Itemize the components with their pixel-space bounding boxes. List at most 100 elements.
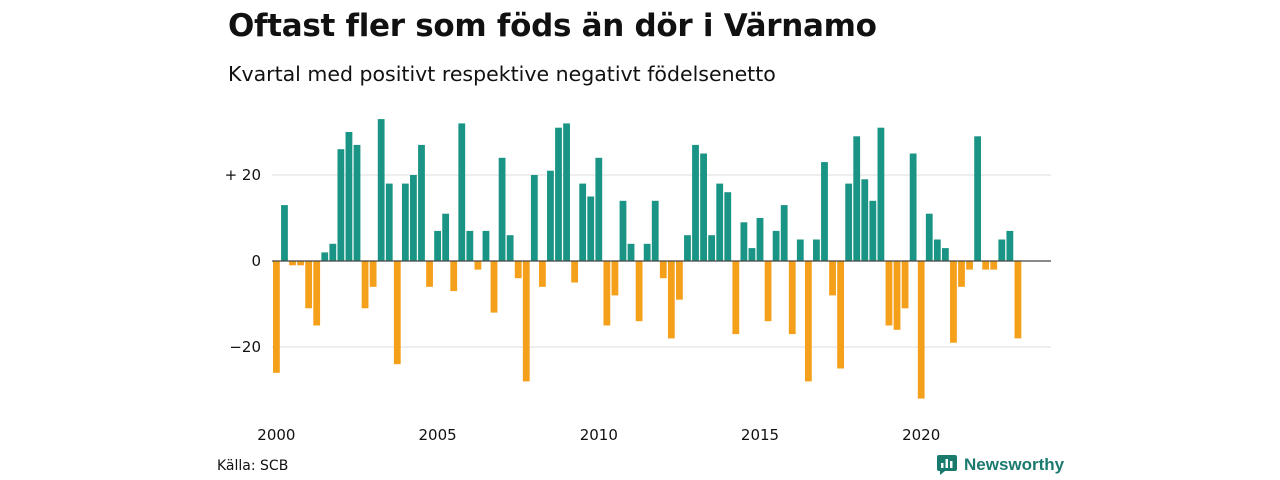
bar xyxy=(1014,261,1022,339)
chart-title: Oftast fler som föds än dör i Värnamo xyxy=(228,8,877,44)
bar xyxy=(514,261,522,279)
bar xyxy=(377,119,385,261)
chart-subtitle: Kvartal med positivt respektive negativt… xyxy=(228,62,776,86)
bar xyxy=(829,261,836,296)
bar xyxy=(748,248,756,261)
bar xyxy=(853,136,861,261)
bar xyxy=(941,248,949,261)
bar xyxy=(925,213,933,261)
bar xyxy=(321,252,329,261)
bar xyxy=(635,261,643,322)
bar xyxy=(667,261,675,339)
x-tick-label: 2005 xyxy=(419,426,457,444)
bar xyxy=(571,261,579,283)
bar xyxy=(788,261,796,335)
bar xyxy=(563,123,570,262)
bar xyxy=(901,261,909,309)
bar xyxy=(361,261,369,309)
bar xyxy=(780,205,788,261)
bar xyxy=(982,261,990,270)
bar xyxy=(426,261,433,287)
bar xyxy=(1006,230,1014,261)
bar xyxy=(418,144,425,261)
bar xyxy=(716,183,724,261)
brand-logo: Newsworthy xyxy=(937,455,1064,475)
bar xyxy=(506,235,514,261)
bar xyxy=(353,144,361,261)
bars xyxy=(273,119,1022,399)
bar xyxy=(603,261,611,326)
bar xyxy=(538,261,546,287)
bar xyxy=(345,132,353,261)
y-tick-label: + 20 xyxy=(225,166,261,184)
bar xyxy=(732,261,740,335)
bar xyxy=(595,157,603,261)
bar xyxy=(869,200,877,261)
bar xyxy=(587,196,595,261)
bar xyxy=(877,127,885,261)
bar xyxy=(490,261,498,313)
bar xyxy=(329,243,337,261)
bar xyxy=(966,261,973,270)
y-axis-ticks: + 20 0 −20 xyxy=(225,166,261,356)
bar xyxy=(482,230,490,261)
bar xyxy=(410,175,417,261)
bar xyxy=(281,205,288,261)
bar xyxy=(813,239,820,261)
x-axis-ticks: 2000 2005 2010 2015 2020 xyxy=(257,426,940,444)
bar xyxy=(700,153,707,261)
x-tick-label: 2010 xyxy=(580,426,618,444)
bar xyxy=(530,175,538,261)
bar xyxy=(401,183,409,261)
bar xyxy=(393,261,401,365)
bar xyxy=(909,153,917,261)
bar xyxy=(659,261,667,279)
bar xyxy=(619,200,627,261)
bar xyxy=(643,243,651,261)
brand-name: Newsworthy xyxy=(964,455,1065,474)
bar xyxy=(627,243,635,261)
bar xyxy=(369,261,377,287)
bar xyxy=(933,239,941,261)
bar xyxy=(837,261,844,369)
bar xyxy=(498,157,506,261)
bar xyxy=(974,136,982,261)
bar xyxy=(692,144,699,261)
bar xyxy=(845,183,853,261)
bar xyxy=(950,261,957,343)
bar xyxy=(450,261,458,292)
bar xyxy=(547,170,554,261)
bar xyxy=(724,192,732,261)
bar xyxy=(466,230,474,261)
bar xyxy=(740,222,748,261)
bar xyxy=(764,261,772,322)
bar xyxy=(684,235,691,261)
bar xyxy=(579,183,587,261)
bar xyxy=(861,179,869,261)
x-tick-label: 2000 xyxy=(257,426,295,444)
bar xyxy=(313,261,321,326)
bar xyxy=(772,230,780,261)
y-tick-label: −20 xyxy=(229,338,261,356)
bar xyxy=(337,149,345,261)
bar xyxy=(708,235,716,261)
y-tick-label: 0 xyxy=(251,252,261,270)
bar xyxy=(804,261,812,382)
x-tick-label: 2015 xyxy=(741,426,779,444)
bar xyxy=(651,200,659,261)
bar xyxy=(305,261,313,309)
bar xyxy=(522,261,530,382)
bar xyxy=(474,261,482,270)
bar xyxy=(555,127,562,261)
bar xyxy=(893,261,901,330)
bar xyxy=(385,183,393,261)
source-note: Källa: SCB xyxy=(217,458,289,474)
bar xyxy=(289,261,296,266)
bar xyxy=(998,239,1006,261)
x-tick-label: 2020 xyxy=(902,426,940,444)
bar xyxy=(273,261,280,373)
bar xyxy=(442,213,450,261)
bar xyxy=(611,261,619,296)
bar xyxy=(958,261,965,287)
